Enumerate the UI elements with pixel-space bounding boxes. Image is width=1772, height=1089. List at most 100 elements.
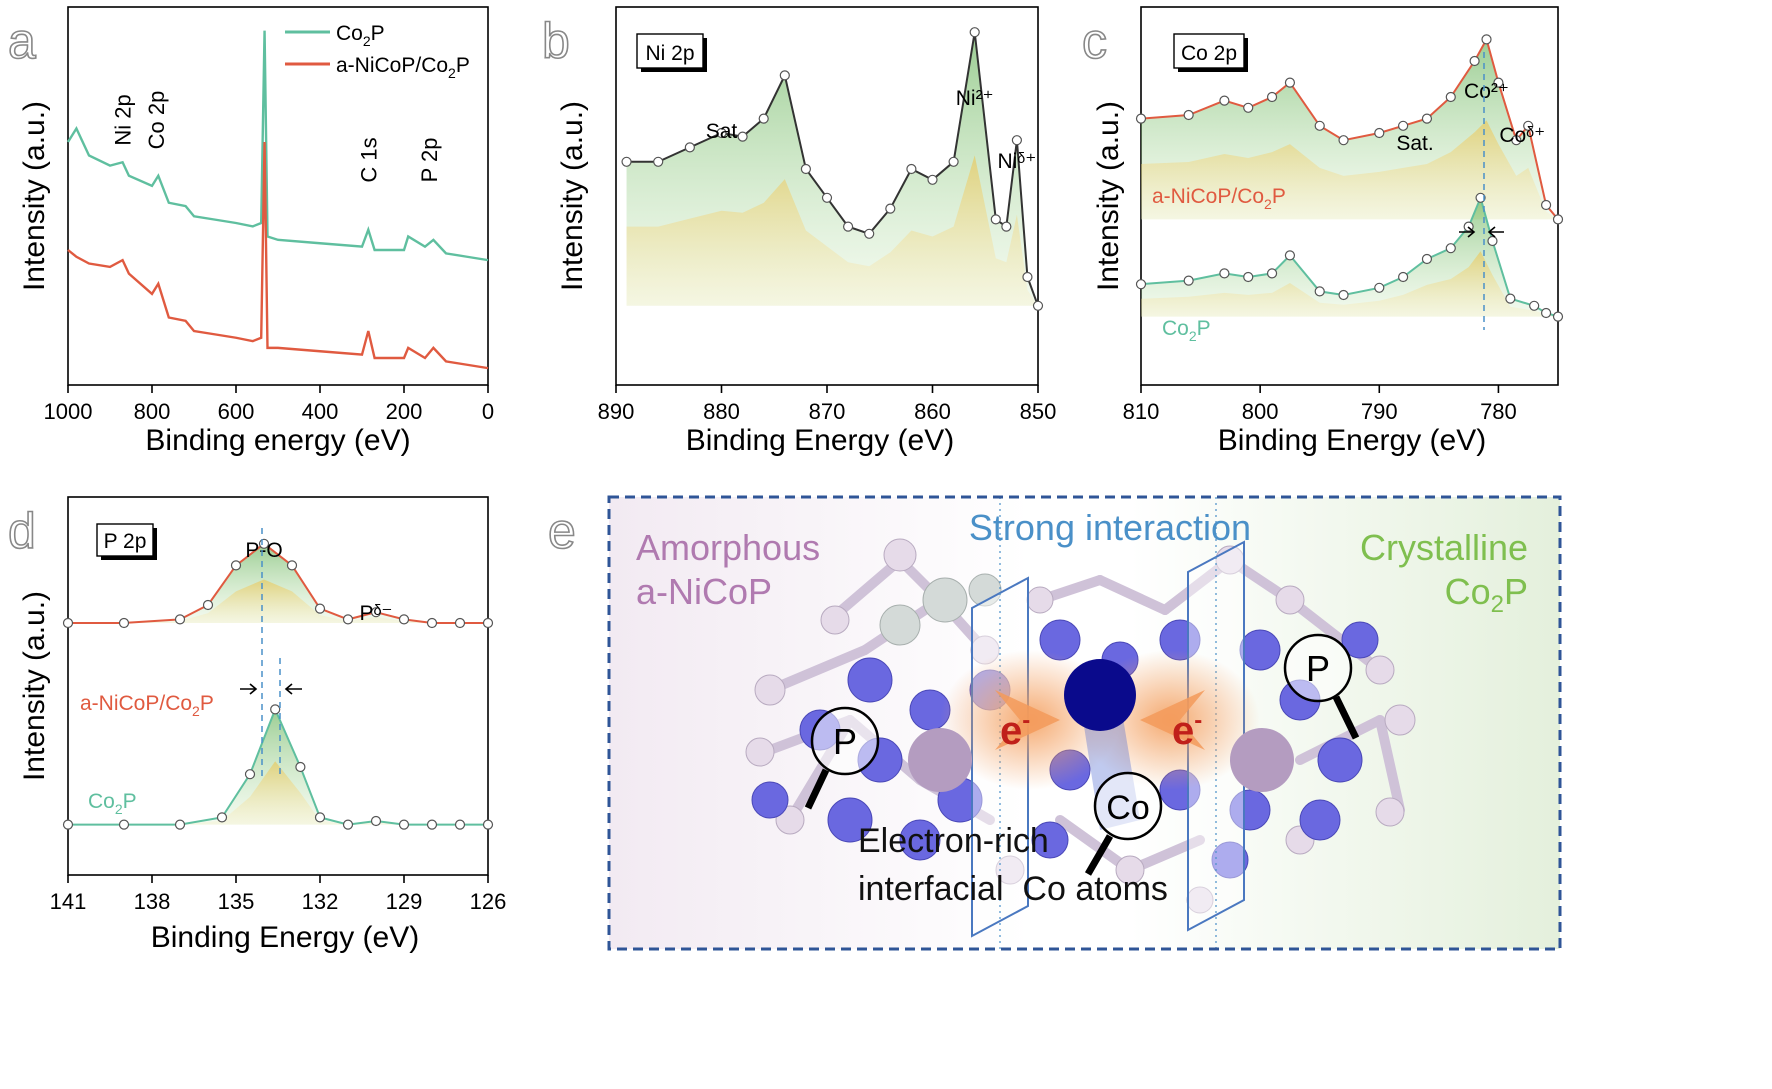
panel-label-d: d (8, 503, 36, 559)
peak-label-a: P 2p (417, 138, 442, 183)
satellite-area-b (626, 155, 1038, 306)
data-point-b (800, 163, 812, 175)
peak-label-c: Sat. (1396, 132, 1433, 155)
x-tick-label-c: 810 (1123, 399, 1160, 424)
x-tick-label-b: 850 (1020, 399, 1057, 424)
d-shift-arrow-left (240, 683, 258, 695)
peak-label-c: Co²⁺ (1464, 80, 1509, 103)
series-group-c (1135, 34, 1564, 322)
x-tick-label-b: 870 (809, 399, 846, 424)
data-point-c (1445, 91, 1456, 103)
panel-label-e: e (548, 503, 576, 559)
series-label-d-co2p: Co2P (88, 790, 137, 817)
data-point-c (1243, 102, 1254, 113)
satellite-area-d (68, 761, 488, 825)
caption-electron-rich: Electron-rich (858, 822, 1049, 860)
data-point-d (286, 560, 298, 571)
plot-frame-d (67, 496, 489, 876)
schematic-e: P P Co e- e- Strong interaction Amorphou… (607, 495, 1562, 951)
legend-box-d (96, 523, 154, 557)
data-point-d (230, 560, 242, 571)
x-tick-label-d: 135 (218, 889, 255, 914)
data-point-c (1523, 120, 1534, 131)
x-tick-label-d: 141 (50, 889, 87, 914)
data-point-c (1398, 120, 1409, 131)
data-point-c (1284, 77, 1296, 88)
x-tick-label-c: 780 (1480, 399, 1517, 424)
peak-labels-d: P-O Pᵟ⁻ (245, 539, 392, 625)
data-point-b (969, 27, 980, 38)
panel-label-b: b (542, 13, 570, 69)
data-point-d (482, 819, 494, 830)
ylabel-d: Intensity (a.u.) (18, 591, 51, 781)
data-point-b (990, 214, 1001, 225)
x-tick-label-d: 132 (302, 889, 339, 914)
x-tick-label-d: 138 (134, 889, 171, 914)
c-shift-arrow-right (1487, 226, 1504, 238)
data-point-b (737, 131, 748, 142)
magnifier-p-right: P (1283, 633, 1360, 740)
p-atom-right (1230, 728, 1294, 792)
data-point-b (1001, 221, 1012, 232)
data-point-c (1266, 91, 1278, 103)
plot-frame-a (67, 6, 489, 386)
data-point-c (1338, 135, 1349, 146)
data-point-d (398, 819, 410, 830)
x-ticks-d: 141 138 135 132 129 126 (50, 875, 506, 914)
data-point-c (1529, 300, 1540, 311)
x-tick-label-c: 800 (1242, 399, 1279, 424)
magnifier-co: Co (1084, 771, 1163, 876)
data-point-c (1540, 307, 1552, 319)
data-point-c (1266, 268, 1278, 279)
data-point-d (295, 761, 306, 773)
peak-label-d: P-O (245, 539, 282, 562)
electron-label-left: e- (1000, 707, 1030, 753)
x-tick-label-b: 880 (703, 399, 740, 424)
x-tick-label-a: 600 (218, 399, 255, 424)
legend-box-c-label: Co 2p (1181, 42, 1237, 65)
peak-label-b: Niᵟ⁺ (997, 150, 1036, 173)
data-point-b (758, 113, 769, 124)
data-point-c (1505, 293, 1516, 304)
data-point-c (1374, 282, 1385, 293)
data-point-c (1469, 55, 1480, 67)
data-point-c (1421, 253, 1433, 265)
data-point-d (118, 819, 130, 830)
data-point-c (1487, 235, 1498, 247)
magnifier-co-label: Co (1106, 789, 1149, 827)
x-tick-label-b: 860 (914, 399, 951, 424)
data-point-c (1183, 109, 1194, 121)
label-crystalline: Crystalline (1360, 527, 1528, 568)
d-shift-arrow-right (284, 683, 302, 695)
data-point-c (1284, 250, 1296, 261)
data-point-c (1493, 77, 1504, 88)
data-point-b (948, 156, 959, 167)
data-point-c (1314, 120, 1325, 131)
ylabel-b: Intensity (a.u.) (556, 101, 589, 291)
x-tick-label-a: 400 (302, 399, 339, 424)
data-point-d (398, 614, 410, 625)
data-point-d (62, 617, 74, 629)
series-label-d-hetero: a-NiCoP/Co2P (80, 692, 214, 719)
series-group-b (621, 27, 1044, 311)
ylabel-c: Intensity (a.u.) (1092, 101, 1125, 291)
data-point-c (1183, 275, 1194, 286)
component-fills-b (626, 32, 1038, 306)
x-tick-label-a: 0 (482, 399, 494, 424)
data-point-b (779, 70, 790, 81)
x-tick-label-a: 200 (386, 399, 423, 424)
x-ticks-b: 890 880 870 860 850 (598, 385, 1057, 424)
data-point-d (342, 614, 354, 625)
data-point-d (174, 819, 186, 830)
peak-label-b: Ni²⁺ (956, 87, 994, 110)
magnifier-p-left-label: P (833, 721, 857, 762)
xlabel-d: Binding Energy (eV) (151, 921, 419, 954)
data-point-b (842, 221, 854, 232)
data-point-b (1011, 135, 1023, 146)
peak-label-a: Co 2p (144, 91, 169, 150)
data-point-b (653, 156, 664, 167)
data-point-c (1481, 34, 1492, 45)
x-tick-label-b: 890 (598, 399, 635, 424)
x-tick-label-a: 1000 (44, 399, 93, 424)
